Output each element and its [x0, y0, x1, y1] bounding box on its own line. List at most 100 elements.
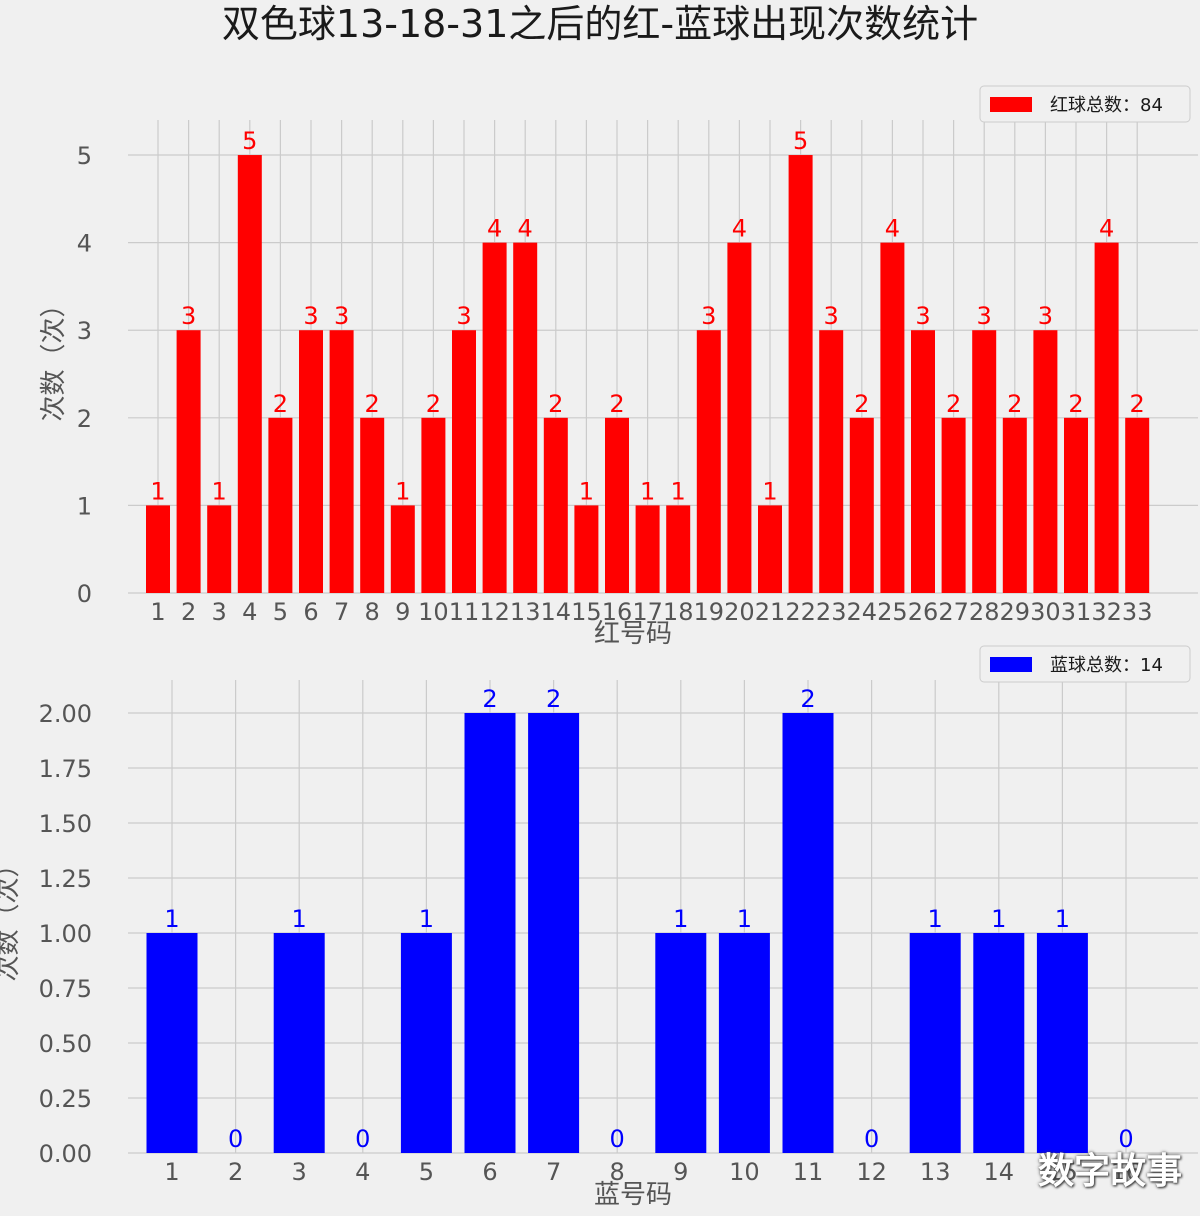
- bar-value-label: 1: [673, 905, 688, 933]
- y-tick-label: 0.75: [39, 975, 92, 1003]
- bar: [1064, 417, 1088, 593]
- x-tick-label: 12: [479, 598, 510, 626]
- y-tick-label: 1.00: [39, 920, 92, 948]
- x-tick-label: 3: [212, 598, 227, 626]
- x-tick-label: 28: [969, 598, 1000, 626]
- x-tick-label: 3: [292, 1158, 307, 1186]
- y-axis-label: 次数（次）: [39, 291, 69, 421]
- bar-value-label: 0: [355, 1125, 370, 1153]
- bar-value-label: 1: [212, 477, 227, 505]
- bar: [880, 242, 905, 593]
- x-tick-label: 13: [510, 598, 541, 626]
- x-tick-label: 9: [395, 598, 410, 626]
- bar-value-label: 4: [487, 215, 502, 243]
- x-tick-label: 21: [755, 598, 786, 626]
- bar-value-label: 5: [793, 127, 808, 155]
- bar-value-label: 0: [610, 1125, 625, 1153]
- bar-value-label: 1: [762, 477, 777, 505]
- x-axis-label: 蓝号码: [594, 1180, 672, 1210]
- bar-value-label: 3: [181, 302, 196, 330]
- bar-value-label: 1: [928, 905, 943, 933]
- bar: [666, 505, 691, 593]
- bar-value-label: 1: [737, 905, 752, 933]
- x-tick-label: 6: [303, 598, 318, 626]
- bar-value-label: 3: [456, 302, 471, 330]
- x-tick-label: 13: [920, 1158, 951, 1186]
- bar: [543, 417, 568, 593]
- x-tick-label: 15: [571, 598, 602, 626]
- bar: [1033, 330, 1058, 593]
- bar-value-label: 2: [426, 390, 441, 418]
- bar-value-label: 1: [164, 905, 179, 933]
- x-tick-label: 2: [181, 598, 196, 626]
- bar: [237, 155, 262, 593]
- y-tick-label: 1.25: [39, 865, 92, 893]
- x-tick-label: 2: [228, 1158, 243, 1186]
- bar: [911, 330, 935, 593]
- bar: [390, 505, 415, 593]
- bar-value-label: 2: [273, 390, 288, 418]
- y-tick-label: 2: [77, 405, 92, 433]
- bar-value-label: 1: [292, 905, 307, 933]
- bar: [1125, 417, 1150, 593]
- x-tick-label: 29: [1000, 598, 1031, 626]
- bar-value-label: 3: [977, 302, 992, 330]
- legend-label: 蓝球总数：14: [1050, 655, 1163, 676]
- x-tick-label: 27: [938, 598, 969, 626]
- bar: [146, 505, 170, 593]
- x-tick-label: 8: [610, 1158, 625, 1186]
- x-tick-label: 30: [1030, 598, 1061, 626]
- bar: [782, 713, 834, 1153]
- legend-box: [979, 645, 1191, 683]
- x-tick-label: 4: [242, 598, 257, 626]
- bar: [788, 155, 813, 593]
- x-tick-label: 19: [694, 598, 725, 626]
- legend-label: 红球总数：84: [1050, 95, 1163, 116]
- bar: [574, 505, 599, 593]
- y-tick-label: 1.75: [39, 755, 92, 783]
- y-tick-label: 0: [77, 580, 92, 608]
- x-tick-label: 11: [793, 1158, 824, 1186]
- y-tick-label: 0.50: [39, 1030, 92, 1058]
- y-tick-label: 3: [77, 317, 92, 345]
- bar-value-label: 4: [518, 215, 533, 243]
- bar-value-label: 3: [701, 302, 716, 330]
- x-tick-label: 12: [856, 1158, 887, 1186]
- bar-value-label: 0: [1118, 1125, 1133, 1153]
- y-tick-label: 2.00: [39, 700, 92, 728]
- bar: [400, 933, 452, 1153]
- bar: [464, 713, 516, 1153]
- bar: [972, 330, 997, 593]
- bar: [758, 505, 782, 593]
- x-tick-label: 4: [355, 1158, 370, 1186]
- bar-value-label: 1: [150, 477, 165, 505]
- y-axis-label: 次数（次）: [0, 851, 23, 981]
- bar: [819, 330, 844, 593]
- bar-value-label: 2: [1068, 390, 1083, 418]
- y-tick-label: 0.00: [39, 1140, 92, 1168]
- bar: [973, 933, 1025, 1153]
- bar-value-label: 3: [824, 302, 839, 330]
- bar-value-label: 2: [1130, 390, 1145, 418]
- bar: [299, 330, 323, 593]
- x-tick-label: 5: [273, 598, 288, 626]
- bar: [452, 330, 476, 593]
- bar-value-label: 1: [395, 477, 410, 505]
- bar: [146, 933, 198, 1153]
- bar-value-label: 3: [915, 302, 930, 330]
- bar: [268, 417, 293, 593]
- x-tick-label: 33: [1122, 598, 1153, 626]
- bar: [207, 505, 232, 593]
- bar: [329, 330, 354, 593]
- x-tick-label: 11: [449, 598, 480, 626]
- bar: [421, 417, 446, 593]
- bar-value-label: 4: [1099, 215, 1114, 243]
- bar-value-label: 2: [546, 685, 561, 713]
- bar-value-label: 1: [1055, 905, 1070, 933]
- x-tick-label: 32: [1091, 598, 1122, 626]
- bar-value-label: 1: [579, 477, 594, 505]
- bar-value-label: 4: [732, 215, 747, 243]
- bar-value-label: 1: [991, 905, 1006, 933]
